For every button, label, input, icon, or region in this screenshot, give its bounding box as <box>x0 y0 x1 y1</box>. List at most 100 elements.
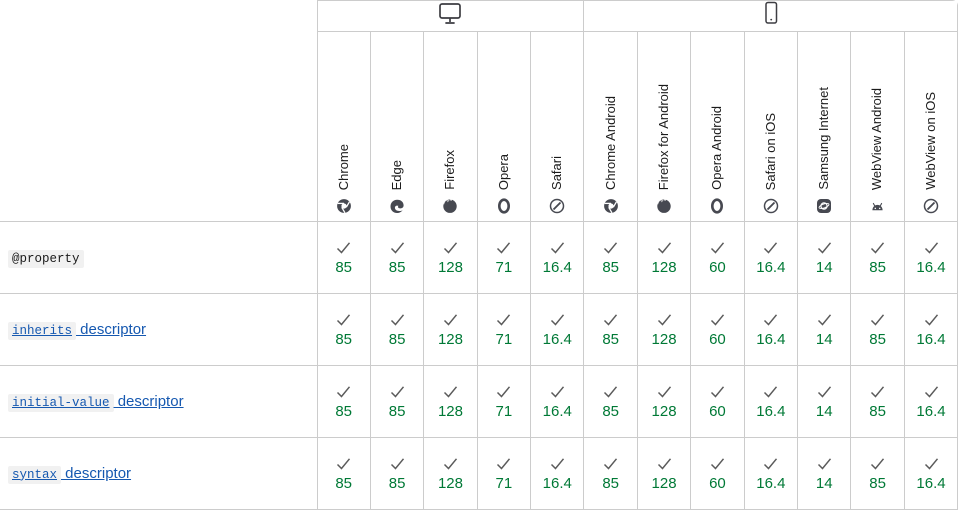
supported-check-icon <box>602 457 619 471</box>
support-cell[interactable]: 85 <box>583 293 638 366</box>
supported-check-icon <box>549 385 566 399</box>
feature-link[interactable]: inherits descriptor <box>8 321 146 340</box>
supported-check-icon <box>762 385 779 399</box>
supported-check-icon <box>442 457 459 471</box>
support-version: 85 <box>388 474 406 492</box>
support-version: 85 <box>602 474 619 492</box>
feature-label-cell: inherits descriptor <box>0 293 317 366</box>
support-cell[interactable]: 85 <box>369 293 425 366</box>
support-cell[interactable]: 14 <box>797 437 852 510</box>
support-cell[interactable]: 60 <box>690 293 745 366</box>
feature-label-cell: @property <box>0 221 317 294</box>
support-cell[interactable]: 16.4 <box>743 437 799 510</box>
support-cell[interactable]: 16.4 <box>530 365 585 438</box>
support-cell[interactable]: 85 <box>850 365 905 438</box>
support-cell[interactable]: 60 <box>690 437 745 510</box>
supported-check-icon <box>709 457 726 471</box>
support-cell[interactable]: 128 <box>636 365 692 438</box>
feature-row-syntax: syntax descriptor 85 85 128 71 16.4 85 128 60 16.… <box>0 437 958 510</box>
support-cell[interactable]: 71 <box>476 221 532 294</box>
feature-label-cell: initial-value descriptor <box>0 365 317 438</box>
support-cell[interactable]: 71 <box>476 365 532 438</box>
support-version: 85 <box>388 402 406 420</box>
supported-check-icon <box>656 241 673 255</box>
support-cell[interactable]: 16.4 <box>903 365 958 438</box>
support-cell[interactable]: 85 <box>316 221 371 294</box>
support-cell[interactable]: 85 <box>316 437 371 510</box>
browser-name-label: Chrome <box>335 143 351 190</box>
support-cell[interactable]: 16.4 <box>903 221 958 294</box>
supported-check-icon <box>869 385 886 399</box>
support-cell[interactable]: 128 <box>423 221 478 294</box>
support-cell[interactable]: 85 <box>583 365 638 438</box>
browser-header-opera-android: Opera Android <box>690 31 745 222</box>
browser-name-label: Samsung Internet <box>816 87 832 190</box>
feature-row-inherits: inherits descriptor 85 85 128 71 16.4 85 128 60 1… <box>0 293 958 366</box>
browser-name-label: Safari on iOS <box>762 112 778 190</box>
support-cell[interactable]: 16.4 <box>530 221 585 294</box>
support-version: 60 <box>709 330 726 348</box>
support-cell[interactable]: 16.4 <box>530 293 585 366</box>
support-cell[interactable]: 16.4 <box>903 437 958 510</box>
support-version: 16.4 <box>916 330 946 348</box>
support-cell[interactable]: 128 <box>423 437 478 510</box>
support-cell[interactable]: 16.4 <box>903 293 958 366</box>
support-cell[interactable]: 60 <box>690 365 745 438</box>
browser-name-label: WebView Android <box>869 87 885 190</box>
supported-check-icon <box>656 313 673 327</box>
support-version: 16.4 <box>916 402 946 420</box>
support-cell[interactable]: 128 <box>423 293 478 366</box>
support-cell[interactable]: 85 <box>850 293 905 366</box>
browser-header-samsung-internet: Samsung Internet <box>797 31 852 222</box>
device-header-row <box>0 0 958 32</box>
supported-check-icon <box>709 241 726 255</box>
support-cell[interactable]: 14 <box>797 365 852 438</box>
corner-cell <box>0 31 317 222</box>
support-cell[interactable]: 14 <box>797 293 852 366</box>
support-version: 128 <box>437 330 463 348</box>
desktop-icon <box>436 2 464 30</box>
support-version: 16.4 <box>916 474 946 492</box>
support-cell[interactable]: 14 <box>797 221 852 294</box>
support-cell[interactable]: 85 <box>850 437 905 510</box>
supported-check-icon <box>656 457 673 471</box>
mobile-icon <box>763 1 779 30</box>
support-cell[interactable]: 85 <box>369 437 425 510</box>
support-cell[interactable]: 85 <box>583 221 638 294</box>
feature-code: initial-value <box>8 393 114 412</box>
browser-name-label: Edge <box>388 159 404 190</box>
support-version: 128 <box>437 402 463 420</box>
support-cell[interactable]: 85 <box>316 293 371 366</box>
feature-link[interactable]: initial-value descriptor <box>8 393 184 412</box>
support-cell[interactable]: 16.4 <box>743 365 799 438</box>
support-cell[interactable]: 128 <box>636 221 692 294</box>
support-cell[interactable]: 128 <box>636 293 692 366</box>
feature-code: @property <box>8 249 84 268</box>
support-cell[interactable]: 85 <box>369 221 425 294</box>
support-cell[interactable]: 85 <box>316 365 371 438</box>
support-version: 16.4 <box>542 402 572 420</box>
feature-link[interactable]: syntax descriptor <box>8 465 131 484</box>
support-cell[interactable]: 16.4 <box>743 293 799 366</box>
support-version: 85 <box>602 258 619 276</box>
support-cell[interactable]: 71 <box>476 293 532 366</box>
supported-check-icon <box>389 241 406 255</box>
support-version: 14 <box>815 474 833 492</box>
support-cell[interactable]: 128 <box>423 365 478 438</box>
support-version: 85 <box>869 474 886 492</box>
desktop-section-header <box>316 0 585 32</box>
support-version: 85 <box>869 258 886 276</box>
support-version: 16.4 <box>916 258 946 276</box>
support-version: 85 <box>388 330 406 348</box>
support-version: 85 <box>335 474 353 492</box>
support-cell[interactable]: 60 <box>690 221 745 294</box>
support-cell[interactable]: 71 <box>476 437 532 510</box>
support-cell[interactable]: 16.4 <box>530 437 585 510</box>
support-cell[interactable]: 85 <box>850 221 905 294</box>
support-cell[interactable]: 128 <box>636 437 692 510</box>
support-cell[interactable]: 85 <box>583 437 638 510</box>
browser-header-row: Chrome Edge Firefox Opera Safari Chrome Andro… <box>0 31 958 222</box>
supported-check-icon <box>709 313 726 327</box>
support-cell[interactable]: 85 <box>369 365 425 438</box>
support-cell[interactable]: 16.4 <box>743 221 799 294</box>
